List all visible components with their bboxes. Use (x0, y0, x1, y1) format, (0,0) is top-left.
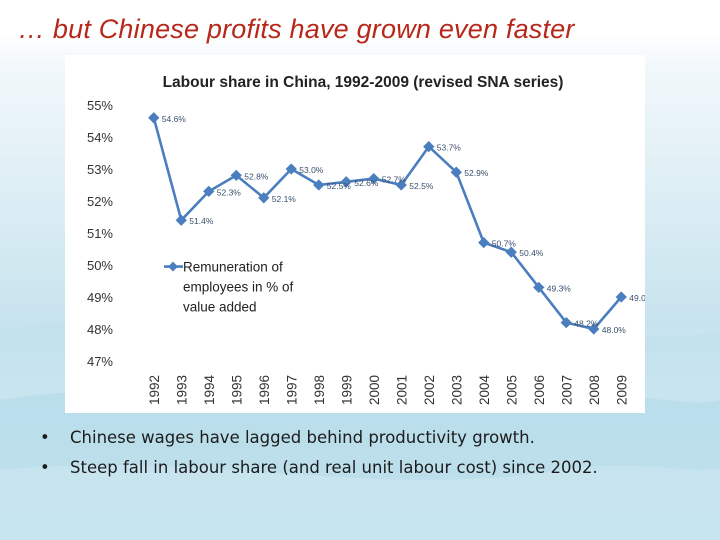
data-point-marker (588, 323, 600, 335)
data-point-marker (533, 281, 545, 294)
x-tick-label: 1996 (257, 375, 272, 405)
data-point-marker (505, 246, 517, 258)
data-label: 49.3% (547, 283, 572, 293)
data-point-marker (203, 185, 215, 198)
y-tick-label: 55% (87, 98, 113, 113)
chart-svg: Labour share in China, 1992-2009 (revise… (87, 74, 645, 405)
data-label: 52.5% (409, 181, 434, 191)
data-label: 51.4% (189, 216, 214, 226)
data-point-marker (313, 179, 325, 191)
data-label: 49.0% (629, 293, 645, 303)
legend-label: employees in % of (183, 280, 294, 295)
bullet-item: • Steep fall in labour share (and real un… (40, 453, 598, 483)
x-tick-label: 1993 (174, 375, 189, 405)
x-tick-label: 1994 (202, 374, 217, 405)
y-tick-label: 51% (87, 226, 113, 241)
bullet-list: • Chinese wages have lagged behind produc… (40, 423, 598, 483)
data-point-marker (258, 192, 270, 204)
data-label: 50.4% (519, 248, 544, 258)
legend-label: Remuneration of (183, 260, 283, 275)
data-label: 52.3% (217, 187, 242, 197)
data-label: 50.7% (492, 239, 517, 249)
bullet-text: Chinese wages have lagged behind product… (70, 428, 535, 447)
x-tick-label: 2009 (614, 375, 629, 405)
bullet-item: • Chinese wages have lagged behind produc… (40, 423, 598, 453)
y-tick-label: 52% (87, 194, 113, 209)
data-point-marker (423, 140, 435, 153)
x-tick-label: 1999 (339, 375, 354, 405)
data-label: 52.1% (272, 194, 297, 204)
chart-title: Labour share in China, 1992-2009 (revise… (163, 74, 564, 91)
x-tick-label: 1992 (147, 375, 162, 405)
data-label: 48.0% (602, 325, 627, 335)
x-tick-label: 1995 (229, 375, 244, 405)
data-label: 52.7% (382, 175, 407, 185)
data-point-marker (478, 236, 490, 249)
x-tick-label: 2003 (449, 375, 464, 405)
x-tick-label: 2002 (422, 375, 437, 405)
data-label: 53.0% (299, 165, 324, 175)
x-tick-label: 2001 (394, 375, 409, 405)
data-point-marker (615, 291, 627, 303)
x-tick-label: 2005 (504, 375, 519, 405)
chart: Labour share in China, 1992-2009 (revise… (65, 55, 645, 413)
x-tick-label: 1998 (312, 375, 327, 405)
y-tick-label: 50% (87, 258, 113, 273)
data-label: 48.2% (574, 319, 599, 329)
data-label: 53.7% (437, 143, 462, 153)
x-tick-label: 2007 (559, 375, 574, 405)
y-tick-label: 48% (87, 322, 113, 337)
x-tick-label: 2000 (367, 375, 382, 405)
data-label: 52.9% (464, 168, 489, 178)
y-tick-label: 54% (87, 130, 113, 145)
legend-marker-icon (168, 261, 178, 272)
data-label: 54.6% (162, 114, 187, 124)
data-label: 52.8% (244, 171, 269, 181)
data-point-marker (560, 316, 572, 329)
x-tick-label: 2006 (532, 375, 547, 405)
legend-label: value added (183, 300, 257, 315)
x-tick-label: 1997 (284, 375, 299, 405)
data-label: 52.5% (327, 181, 352, 191)
data-label: 52.6% (354, 178, 379, 188)
x-tick-label: 2008 (587, 375, 602, 405)
data-point-marker (148, 112, 160, 124)
y-tick-label: 49% (87, 290, 113, 305)
y-tick-label: 53% (87, 162, 113, 177)
data-point-marker (230, 169, 242, 182)
series-line-path (152, 117, 623, 331)
bullet-marker: • (40, 428, 50, 447)
bullet-text: Steep fall in labour share (and real uni… (70, 458, 598, 477)
slide-title: … but Chinese profits have grown even fa… (18, 14, 575, 44)
bullet-marker: • (40, 458, 50, 477)
data-point-marker (368, 172, 380, 185)
y-tick-label: 47% (87, 354, 113, 369)
x-tick-label: 2004 (477, 374, 492, 405)
